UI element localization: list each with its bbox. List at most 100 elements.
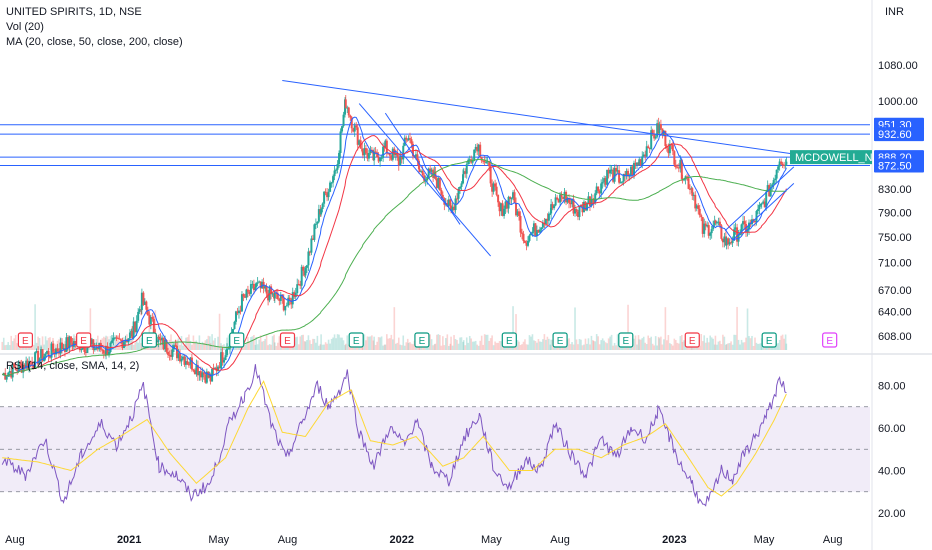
rsi-tick-label[interactable]: 60.00 (878, 423, 906, 435)
time-tick-label[interactable]: May (754, 534, 775, 546)
candle-body (557, 199, 560, 203)
volume-bar (415, 345, 417, 350)
candle-body (226, 348, 229, 356)
time-tick-label[interactable]: 2023 (662, 534, 686, 546)
candle-body (432, 169, 435, 178)
candle-body (196, 365, 199, 376)
horizontal-levels[interactable] (0, 124, 870, 167)
earnings-marker[interactable] (348, 332, 364, 348)
earnings-marker[interactable] (552, 332, 568, 348)
volume-bar (489, 338, 492, 350)
candle-body (390, 155, 393, 160)
volume-bar (597, 336, 599, 350)
candle-body (430, 169, 433, 172)
earnings-marker[interactable] (141, 332, 157, 348)
candle-body (101, 349, 104, 351)
candle-body (613, 167, 616, 182)
candle-body (687, 178, 690, 189)
volume-bar (371, 335, 373, 350)
candle-body (224, 355, 227, 360)
time-tick-label[interactable]: May (481, 534, 502, 546)
volume-bar (217, 336, 219, 350)
volume-bar (717, 341, 720, 350)
candle-body (603, 178, 606, 183)
earnings-marker[interactable] (822, 332, 838, 348)
price-tick-label[interactable]: 790.00 (878, 207, 912, 219)
trendlines[interactable] (282, 79, 795, 257)
candle-body (447, 199, 450, 207)
earnings-marker-label: E (353, 336, 360, 347)
candle-body (217, 366, 220, 371)
time-axis[interactable]: Aug 2021 May Aug 2022 May Aug 2023 May Aug (5, 534, 842, 546)
volume-bar (542, 339, 544, 350)
volume-bar (474, 340, 477, 350)
rsi-tick-label[interactable]: 80.00 (878, 381, 906, 393)
price-tick-label[interactable]: 670.00 (878, 285, 912, 297)
earnings-marker[interactable] (414, 332, 430, 348)
candle-body (453, 206, 456, 211)
volume-bar (716, 344, 718, 350)
volume-bar (651, 343, 654, 350)
candle-body (581, 205, 584, 213)
time-tick-label[interactable]: Aug (550, 534, 570, 546)
volume-bar (207, 335, 210, 350)
price-tick-label[interactable]: 1000.00 (878, 96, 918, 108)
time-tick-label[interactable]: May (208, 534, 229, 546)
volume-bar (41, 336, 44, 350)
rsi-legend[interactable]: RSI (14, close, SMA, 14, 2) (6, 360, 139, 372)
channel-trendline-lower[interactable] (384, 112, 461, 225)
candle-body (771, 184, 774, 188)
earnings-marker[interactable] (761, 332, 777, 348)
time-tick-label[interactable]: 2021 (117, 534, 141, 546)
candle-body (727, 238, 730, 245)
price-tick-label[interactable]: 640.00 (878, 307, 912, 319)
ma-legend[interactable]: MA (20, close, 50, close, 200, close) (6, 36, 183, 48)
rsi-axis[interactable]: 20.00 40.00 60.00 80.00 (878, 381, 906, 521)
time-tick-label[interactable]: 2022 (390, 534, 414, 546)
volume-bar (103, 336, 105, 350)
long-resistance-trendline[interactable] (282, 79, 791, 155)
volume-bar (583, 344, 585, 350)
volume-bar (319, 344, 322, 350)
volume-legend[interactable]: Vol (20) (6, 21, 44, 33)
earnings-marker[interactable] (618, 332, 634, 348)
volume-bar (616, 334, 619, 350)
earnings-marker[interactable] (229, 332, 245, 348)
earnings-marker[interactable] (76, 332, 92, 348)
time-tick-label[interactable]: Aug (278, 534, 298, 546)
candle-body (65, 337, 68, 352)
volume-bar (479, 340, 481, 350)
candle-body (297, 284, 300, 286)
rsi-tick-label[interactable]: 40.00 (878, 466, 906, 478)
rising-trendline-1[interactable] (724, 166, 795, 231)
volume-bar (634, 335, 637, 350)
candle-body (483, 160, 486, 163)
earnings-marker[interactable] (279, 332, 296, 348)
time-tick-label[interactable]: Aug (5, 534, 25, 546)
earnings-marker[interactable] (684, 332, 700, 348)
candle-body (462, 174, 465, 184)
time-tick-label[interactable]: Aug (823, 534, 843, 546)
price-tick-label[interactable]: 1080.00 (878, 60, 918, 72)
candle-body (323, 191, 326, 204)
volume-bar (749, 338, 752, 350)
channel-trendline-upper[interactable] (358, 103, 492, 257)
candle-body (674, 164, 677, 168)
rising-trendline-2[interactable] (732, 183, 795, 241)
rsi-tick-label[interactable]: 20.00 (878, 508, 906, 520)
candle-body (615, 167, 618, 172)
volume-bar (661, 344, 664, 350)
price-tick-label[interactable]: 830.00 (878, 184, 912, 196)
candle-body (417, 160, 420, 170)
earnings-marker[interactable] (501, 332, 517, 348)
candle-body (473, 149, 476, 161)
price-tick-label[interactable]: 608.00 (878, 331, 912, 343)
candle-body (700, 215, 703, 218)
price-tick-label[interactable]: 710.00 (878, 258, 912, 270)
price-tick-label[interactable]: 750.00 (878, 232, 912, 244)
volume-bar (38, 338, 41, 350)
earnings-marker[interactable] (17, 332, 33, 348)
